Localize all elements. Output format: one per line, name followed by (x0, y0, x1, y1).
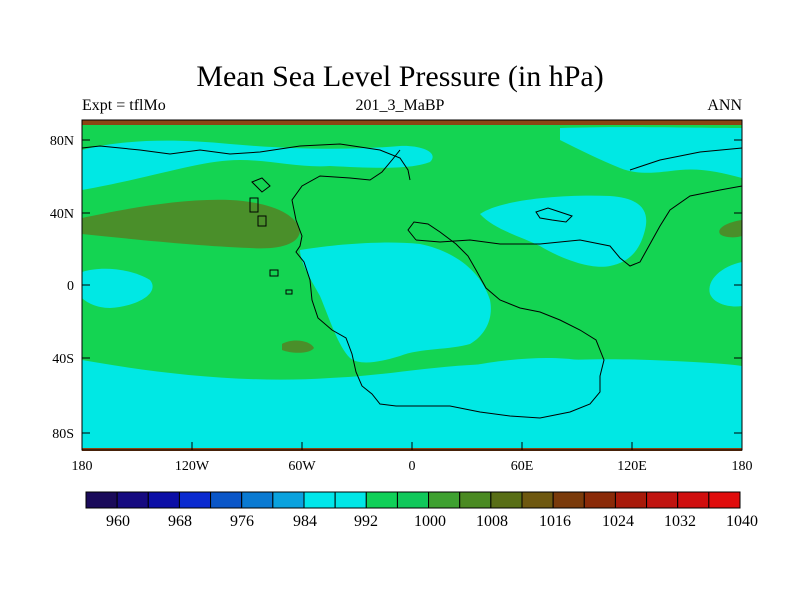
colorbar-label-1016: 1016 (539, 513, 571, 530)
colorbar-labels: 960 968 976 984 992 1000 1008 1016 1024 … (106, 513, 758, 530)
colorbar-label-976: 976 (230, 513, 254, 530)
asia-cyan-high (480, 195, 647, 267)
lon-label-60w: 60W (288, 459, 316, 474)
colorbar-swatch (708, 491, 741, 509)
lon-axis (81, 442, 743, 450)
lat-label-0: 0 (67, 279, 74, 294)
colorbar-swatch (428, 491, 461, 509)
colorbar-swatch (334, 491, 367, 509)
lon-tick-labels: 180 120W 60W 0 60E 120E 180 (72, 459, 753, 474)
olive-southern-low (282, 340, 314, 353)
colorbar-swatch (552, 491, 585, 509)
colorbar-swatch (365, 491, 398, 509)
colorbar-swatch (85, 491, 118, 509)
lon-label-0: 0 (409, 459, 416, 474)
northern-cyan-band (82, 140, 433, 190)
olive-northern-low (82, 199, 300, 249)
colorbar-swatch (178, 491, 212, 509)
season-label: ANN (707, 97, 742, 114)
lat-axis (82, 139, 742, 434)
colorbar-swatch (241, 491, 274, 509)
colorbar-swatch (614, 491, 648, 509)
pressure-field (82, 120, 742, 451)
arctic-cyan (560, 127, 742, 178)
colorbar-label-1032: 1032 (664, 513, 696, 530)
colorbar-label-992: 992 (354, 513, 378, 530)
lon-label-120e: 120E (617, 459, 647, 474)
colorbar-swatch (116, 491, 149, 509)
colorbar-swatch (303, 491, 336, 509)
colorbar-label-1000: 1000 (414, 513, 446, 530)
lon-label-60e: 60E (511, 459, 534, 474)
atlantic-cyan (300, 242, 491, 363)
cyan-blob-east (709, 262, 742, 307)
colorbar-swatch (583, 491, 616, 509)
lat-label-80s: 80S (52, 427, 74, 442)
north-pole-band (82, 120, 742, 125)
colorbar-label-1024: 1024 (602, 513, 634, 530)
colorbar (85, 491, 741, 509)
colorbar-swatch (521, 491, 554, 509)
colorbar-label-1008: 1008 (476, 513, 508, 530)
colorbar-swatch (490, 491, 523, 509)
experiment-label: Expt = tflMo (82, 97, 166, 114)
cyan-blob-west (82, 268, 153, 308)
colorbar-swatch (646, 491, 679, 509)
olive-east-low (719, 220, 742, 238)
colorbar-label-1040: 1040 (726, 513, 758, 530)
colorbar-swatch (396, 491, 430, 509)
colorbar-swatch (147, 491, 180, 509)
map-title: Mean Sea Level Pressure (in hPa) (196, 60, 604, 93)
colorbar-swatch (210, 491, 243, 509)
colorbar-swatch (459, 491, 492, 509)
colorbar-swatch (677, 491, 710, 509)
lat-tick-labels: 80N 40N 0 40S 80S (50, 134, 74, 442)
lat-label-80n: 80N (50, 134, 74, 149)
lon-label-180e: 180 (732, 459, 753, 474)
colorbar-label-968: 968 (168, 513, 192, 530)
coastlines (81, 143, 743, 419)
lat-label-40s: 40S (52, 352, 74, 367)
colorbar-swatch (272, 491, 305, 509)
colorbar-label-984: 984 (293, 513, 317, 530)
lat-label-40n: 40N (50, 207, 74, 222)
cyan-southern-east (468, 358, 606, 392)
lon-label-180w: 180 (72, 459, 93, 474)
lon-label-120w: 120W (175, 459, 210, 474)
period-label: 201_3_MaBP (355, 97, 445, 114)
colorbar-label-960: 960 (106, 513, 130, 530)
